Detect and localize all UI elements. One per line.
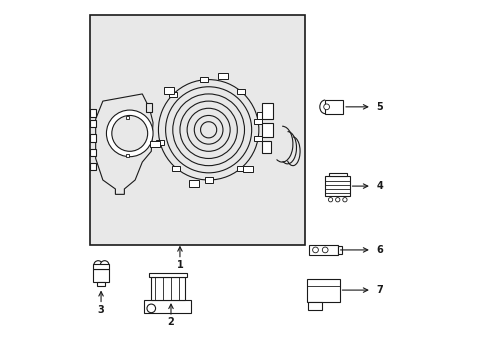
Text: 3: 3	[98, 305, 104, 315]
Circle shape	[312, 247, 318, 253]
Text: 1: 1	[176, 260, 183, 270]
Bar	[262, 103, 273, 119]
Bar	[254, 118, 262, 123]
Bar	[145, 103, 152, 112]
Circle shape	[335, 198, 339, 202]
Bar	[150, 141, 160, 147]
Bar	[328, 173, 346, 176]
Bar	[93, 269, 109, 282]
Bar	[237, 89, 244, 94]
Bar	[126, 116, 129, 119]
Text: 2: 2	[167, 318, 174, 327]
Bar	[306, 279, 339, 302]
Polygon shape	[144, 300, 190, 313]
Bar	[243, 166, 252, 172]
Bar	[97, 282, 104, 286]
Bar	[156, 140, 164, 145]
Bar	[151, 277, 185, 300]
Text: 6: 6	[376, 245, 383, 255]
Bar	[149, 273, 187, 277]
Bar	[164, 87, 174, 94]
Circle shape	[322, 247, 327, 253]
Bar	[200, 77, 208, 82]
Bar	[325, 100, 343, 114]
Text: 5: 5	[376, 102, 383, 112]
Circle shape	[94, 261, 102, 269]
Circle shape	[106, 110, 153, 157]
Bar	[262, 140, 271, 153]
Bar	[218, 73, 227, 79]
Circle shape	[112, 116, 147, 151]
Circle shape	[100, 261, 109, 269]
Bar	[254, 136, 262, 141]
Circle shape	[342, 198, 346, 202]
Text: 4: 4	[376, 181, 383, 191]
Bar	[90, 15, 305, 244]
Bar	[308, 244, 337, 255]
Bar	[262, 123, 273, 137]
Bar	[93, 264, 109, 269]
Circle shape	[147, 304, 155, 313]
Bar	[237, 166, 244, 171]
Polygon shape	[96, 94, 153, 194]
Bar	[90, 163, 96, 170]
Bar	[257, 112, 267, 119]
Text: 7: 7	[376, 285, 383, 295]
Bar	[90, 149, 96, 156]
Bar	[325, 176, 349, 196]
Bar	[307, 302, 322, 310]
Bar	[204, 177, 212, 183]
Bar	[169, 92, 177, 97]
Circle shape	[323, 104, 329, 110]
Bar	[126, 154, 129, 157]
Bar	[90, 120, 96, 127]
Bar	[90, 134, 96, 141]
Bar	[337, 246, 341, 253]
Bar	[189, 180, 199, 187]
Circle shape	[328, 198, 332, 202]
Bar	[90, 109, 96, 117]
Bar	[172, 166, 180, 171]
